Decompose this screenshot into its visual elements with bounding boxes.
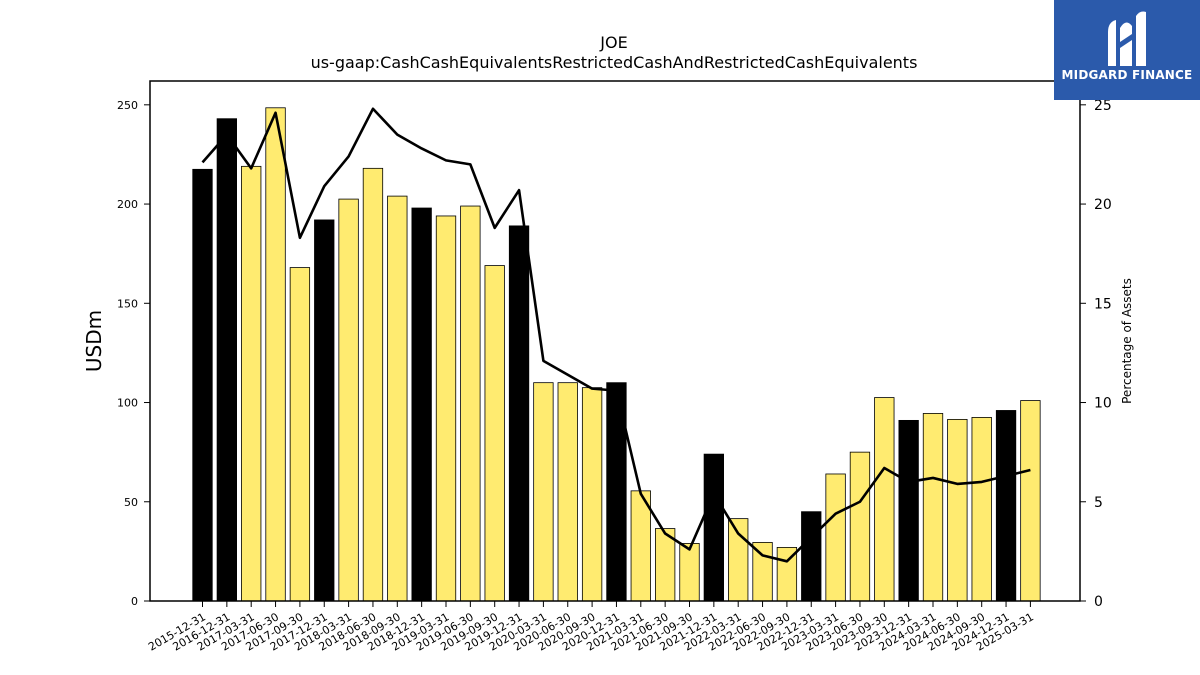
bar-2024-09-30 <box>971 417 992 602</box>
bar-2022-03-31 <box>728 518 749 602</box>
bar-2021-12-31 <box>703 453 724 602</box>
y-axis-left: 0 50 100 150 200 250 <box>117 99 150 608</box>
bar-2018-03-31 <box>338 198 359 602</box>
bar-2017-06-30 <box>265 107 286 602</box>
y-axis-right: 0 5 10 15 20 25 <box>1080 98 1112 610</box>
midgard-finance-logo: MIDGARD FINANCE <box>1054 0 1200 100</box>
bar-2015-12-31 <box>192 168 213 602</box>
y-tick-label: 200 <box>117 198 138 211</box>
bar-2018-09-30 <box>387 195 408 602</box>
bar-2022-12-31 <box>801 511 822 602</box>
y2-tick-label: 25 <box>1094 98 1112 114</box>
chart-subtitle: us-gaap:CashCashEquivalentsRestrictedCas… <box>311 53 918 72</box>
bar-2019-09-30 <box>484 265 505 602</box>
bar-2019-03-31 <box>435 215 457 602</box>
logo-text: MIDGARD FINANCE <box>1061 68 1193 82</box>
bar-2021-09-30 <box>679 543 700 602</box>
bar-2018-06-30 <box>362 167 384 602</box>
bar-2023-12-31 <box>898 419 919 602</box>
bar-2024-06-30 <box>947 418 968 602</box>
bar-2016-12-31 <box>216 118 238 602</box>
logo-mark-icon <box>1108 11 1146 67</box>
y-axis-label: USDm <box>82 310 106 372</box>
y-tick-label: 100 <box>117 397 138 410</box>
bar-2017-12-31 <box>314 219 335 602</box>
x-axis: 2015-12-312016-12-312017-03-312017-06-30… <box>146 601 1036 654</box>
bar-2019-12-31 <box>508 225 530 602</box>
bar-2020-06-30 <box>557 382 578 602</box>
bar-2025-03-31 <box>1020 400 1041 602</box>
y-tick-label: 0 <box>131 595 138 608</box>
line-series <box>201 107 1031 563</box>
bar-series <box>192 107 1041 602</box>
plot-frame <box>149 80 1081 602</box>
y-tick-label: 250 <box>117 99 138 112</box>
y2-tick-label: 20 <box>1094 197 1112 213</box>
y-tick-label: 150 <box>117 297 138 310</box>
bar-2018-12-31 <box>411 207 432 602</box>
bar-2024-03-31 <box>922 413 944 602</box>
bar-2024-12-31 <box>995 410 1017 602</box>
bar-2020-09-30 <box>581 387 603 602</box>
y2-tick-label: 5 <box>1094 495 1103 511</box>
bar-2023-06-30 <box>849 451 871 602</box>
bar-2023-09-30 <box>874 397 895 602</box>
bar-2017-03-31 <box>241 165 262 602</box>
y2-tick-label: 15 <box>1094 296 1112 312</box>
percentage-line <box>201 107 1031 563</box>
bar-2022-06-30 <box>752 542 773 602</box>
chart-title: JOE <box>599 33 627 52</box>
y2-tick-label: 10 <box>1094 396 1112 412</box>
y-tick-label: 50 <box>124 496 138 509</box>
bar-2019-06-30 <box>460 205 481 602</box>
y2-axis-label: Percentage of Assets <box>1120 278 1134 404</box>
bar-2023-03-31 <box>825 473 846 602</box>
bar-2017-09-30 <box>289 267 311 602</box>
bar-2020-03-31 <box>533 382 554 602</box>
y2-tick-label: 0 <box>1094 594 1103 610</box>
